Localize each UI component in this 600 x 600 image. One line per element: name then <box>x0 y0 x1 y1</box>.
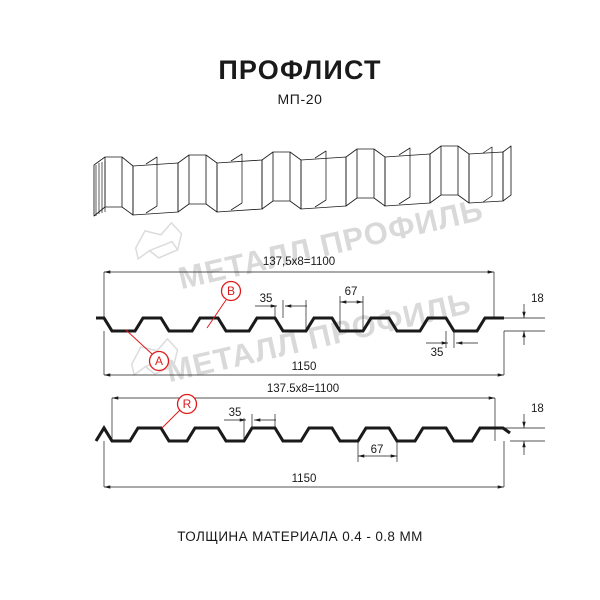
page-title: ПРОФЛИСТ <box>218 55 382 85</box>
dim-67-top-label: 67 <box>345 286 358 298</box>
balloon-b-label: B <box>227 284 235 298</box>
balloon-r: R <box>161 393 198 429</box>
profile-section-top <box>96 316 504 333</box>
dim-35-bottom-label: 35 <box>229 407 242 419</box>
balloon-a-label: A <box>155 354 163 368</box>
dim-pitch-bottom-label: 137.5x8=1100 <box>267 383 339 395</box>
dim-1150-top <box>103 331 505 377</box>
dim-1150-bottom-label: 1150 <box>292 473 317 485</box>
dim-67-bottom-label: 67 <box>371 444 384 456</box>
iso-rib <box>93 156 134 217</box>
dim-35-flange-top <box>426 331 478 348</box>
dim-1150-bottom <box>103 441 505 489</box>
profile-section-bottom <box>94 425 511 443</box>
dim-18-top <box>485 304 545 345</box>
dim-1150-top-label: 1150 <box>292 361 317 373</box>
dim-67-top <box>339 296 364 331</box>
dim-35-top-label: 35 <box>260 293 273 305</box>
dim-67-bottom <box>357 441 398 462</box>
dim-18-top-label: 18 <box>531 293 544 305</box>
isometric-view <box>93 145 512 217</box>
balloon-b: B <box>206 280 242 329</box>
balloon-r-label: R <box>183 397 192 411</box>
page-subtitle: МП-20 <box>277 91 323 107</box>
iso-rib-end <box>502 145 512 202</box>
dim-18-bottom <box>495 414 545 455</box>
iso-rib <box>429 145 470 204</box>
dim-35-flange-top-label: 35 <box>431 347 444 359</box>
iso-flat <box>468 151 504 204</box>
material-thickness-note: ТОЛЩИНА МАТЕРИАЛА 0.4 - 0.8 ММ <box>177 529 423 544</box>
dim-35-top <box>255 300 307 331</box>
dim-pitch-top <box>103 270 495 318</box>
dim-pitch-top-label: 137,5x8=1100 <box>263 256 335 268</box>
iso-rib <box>177 154 218 213</box>
balloon-a: A <box>125 329 170 372</box>
iso-rib <box>261 151 302 210</box>
iso-secondary-ribs <box>145 146 493 214</box>
dim-pitch-bottom <box>111 396 496 441</box>
dim-35-bottom <box>224 414 276 441</box>
dim-18-bottom-label: 18 <box>531 403 544 415</box>
iso-rib <box>345 148 386 207</box>
